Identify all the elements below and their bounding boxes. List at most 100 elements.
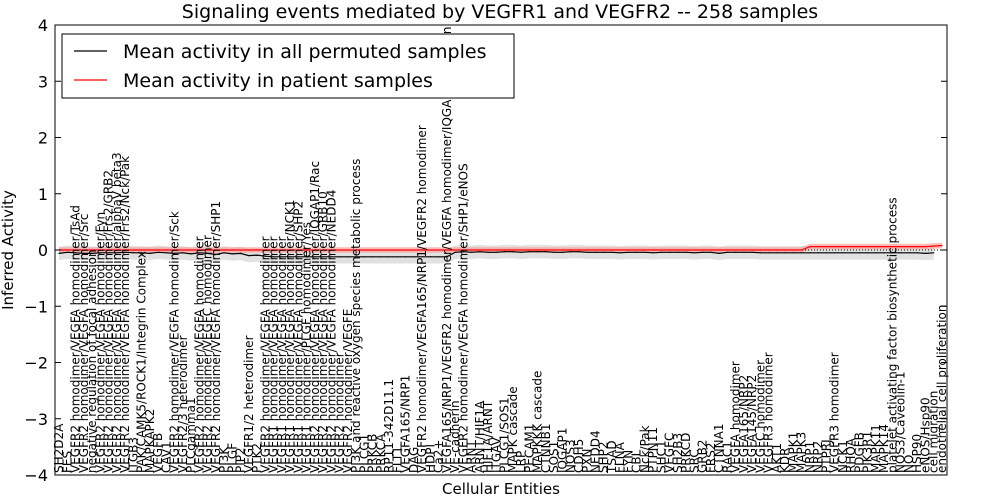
patient-point xyxy=(660,249,663,251)
category-label: FYN xyxy=(621,450,635,473)
patient-point xyxy=(776,249,778,251)
permuted-point xyxy=(916,252,918,254)
patient-point xyxy=(190,249,192,251)
patient-point xyxy=(644,249,646,251)
permuted-point xyxy=(438,256,440,258)
permuted-point xyxy=(858,252,861,254)
permuted-point xyxy=(520,251,522,253)
patient-point xyxy=(842,246,844,248)
patient-point xyxy=(157,249,159,251)
patient-point xyxy=(339,249,341,251)
permuted-point xyxy=(372,256,374,258)
patient-point xyxy=(850,246,852,248)
patient-point xyxy=(297,249,299,251)
permuted-point xyxy=(339,256,341,258)
permuted-point xyxy=(355,256,357,258)
y-tick-label: 1 xyxy=(38,185,48,204)
category-label: DAG xyxy=(407,447,421,473)
permuted-point xyxy=(693,252,696,254)
permuted-point xyxy=(512,251,514,253)
y-axis-label: Inferred Activity xyxy=(0,190,17,310)
category-label: SOS1 xyxy=(547,441,561,473)
category-label: PDGFB xyxy=(853,432,867,473)
patient-point xyxy=(215,249,217,251)
category-label: CTNNB1 xyxy=(539,423,553,473)
permuted-point xyxy=(652,252,654,254)
y-tick-label: −4 xyxy=(24,466,48,485)
category-label: PTPRJ xyxy=(820,439,834,473)
permuted-point xyxy=(561,251,564,253)
patient-point xyxy=(421,249,423,251)
patient-point xyxy=(173,249,176,251)
permuted-point xyxy=(660,251,663,253)
patient-point xyxy=(512,249,514,251)
permuted-point xyxy=(347,256,349,258)
category-label: NCK1 xyxy=(836,440,850,473)
patient-point xyxy=(891,246,894,248)
permuted-point xyxy=(231,253,233,255)
permuted-point xyxy=(273,256,275,258)
patient-point xyxy=(256,249,258,251)
patient-point xyxy=(240,249,242,251)
patient-point xyxy=(933,245,935,247)
category-label: PRKCB xyxy=(366,434,380,473)
category-label: PIK3R1 xyxy=(861,431,875,473)
permuted-point xyxy=(850,252,852,254)
patient-point xyxy=(759,249,762,251)
permuted-point xyxy=(768,252,770,254)
category-label: PRKCA xyxy=(374,433,388,473)
category-label: PI3K xyxy=(217,446,231,473)
category-label: VEGFR2 homodimer/VEGFA homodimer/GRB10 xyxy=(316,191,330,473)
permuted-point xyxy=(669,251,671,253)
category-label: PLCG1 xyxy=(357,434,371,473)
category-label: VEGFR2 homodimer/VEGFA homodimer/NEDD4 xyxy=(324,190,338,473)
category-label: SRC xyxy=(687,449,701,473)
patient-point xyxy=(487,249,489,251)
y-tick-label: 4 xyxy=(38,16,48,35)
permuted-point xyxy=(578,251,580,253)
patient-point xyxy=(817,246,819,248)
patient-point xyxy=(479,249,481,251)
patient-point xyxy=(594,249,597,251)
category-label: KDR xyxy=(778,448,792,473)
y-tick-label: 2 xyxy=(38,129,48,148)
permuted-point xyxy=(223,252,225,254)
category-label: AKT1 xyxy=(770,443,784,473)
category-label: PXN xyxy=(580,449,594,473)
permuted-point xyxy=(735,251,737,253)
category-label: LRP xyxy=(514,451,528,473)
permuted-point xyxy=(83,252,85,254)
category-label: HSP90 xyxy=(910,434,924,473)
patient-point xyxy=(372,249,374,251)
permuted-point xyxy=(471,251,473,253)
patient-point xyxy=(83,249,85,251)
patient-point xyxy=(652,249,654,251)
category-label: HDPI xyxy=(423,444,437,473)
permuted-point xyxy=(314,256,316,258)
patient-point xyxy=(924,246,927,248)
category-label: VEGFR1 homodimer/VEGFA homodimer xyxy=(275,236,289,473)
category-label: PLCG1/SOS1 xyxy=(498,397,512,473)
category-label: MAPK3 xyxy=(795,432,809,473)
patient-point xyxy=(693,249,696,251)
patient-point xyxy=(413,249,415,251)
permuted-point xyxy=(74,252,77,254)
permuted-point xyxy=(182,252,184,254)
patient-point xyxy=(140,249,143,251)
permuted-point xyxy=(157,251,159,253)
legend-label-permuted: Mean activity in all permuted samples xyxy=(123,41,486,63)
category-label: VEGFR2 homodimer/VEGFA homodimer/Fyn xyxy=(93,212,107,473)
patient-point xyxy=(429,249,431,251)
patient-point xyxy=(553,249,555,251)
patient-point xyxy=(916,246,918,248)
permuted-point xyxy=(570,251,572,253)
category-label: PTK2 xyxy=(250,443,264,473)
permuted-point xyxy=(140,252,143,254)
category-label: endothelial cell proliferation xyxy=(935,305,949,473)
category-label: RAC1 xyxy=(720,441,734,473)
category-label: MAPK14 xyxy=(877,424,891,473)
category-label: VEGFR2 homodimer/VEGFA homodimer/IQGAP1/… xyxy=(308,161,322,473)
patient-point xyxy=(206,249,209,251)
category-label: Ca2+ xyxy=(432,440,446,473)
category-label: VEGFR1 homodimer/PLGF homodimer/Yes xyxy=(300,222,314,473)
